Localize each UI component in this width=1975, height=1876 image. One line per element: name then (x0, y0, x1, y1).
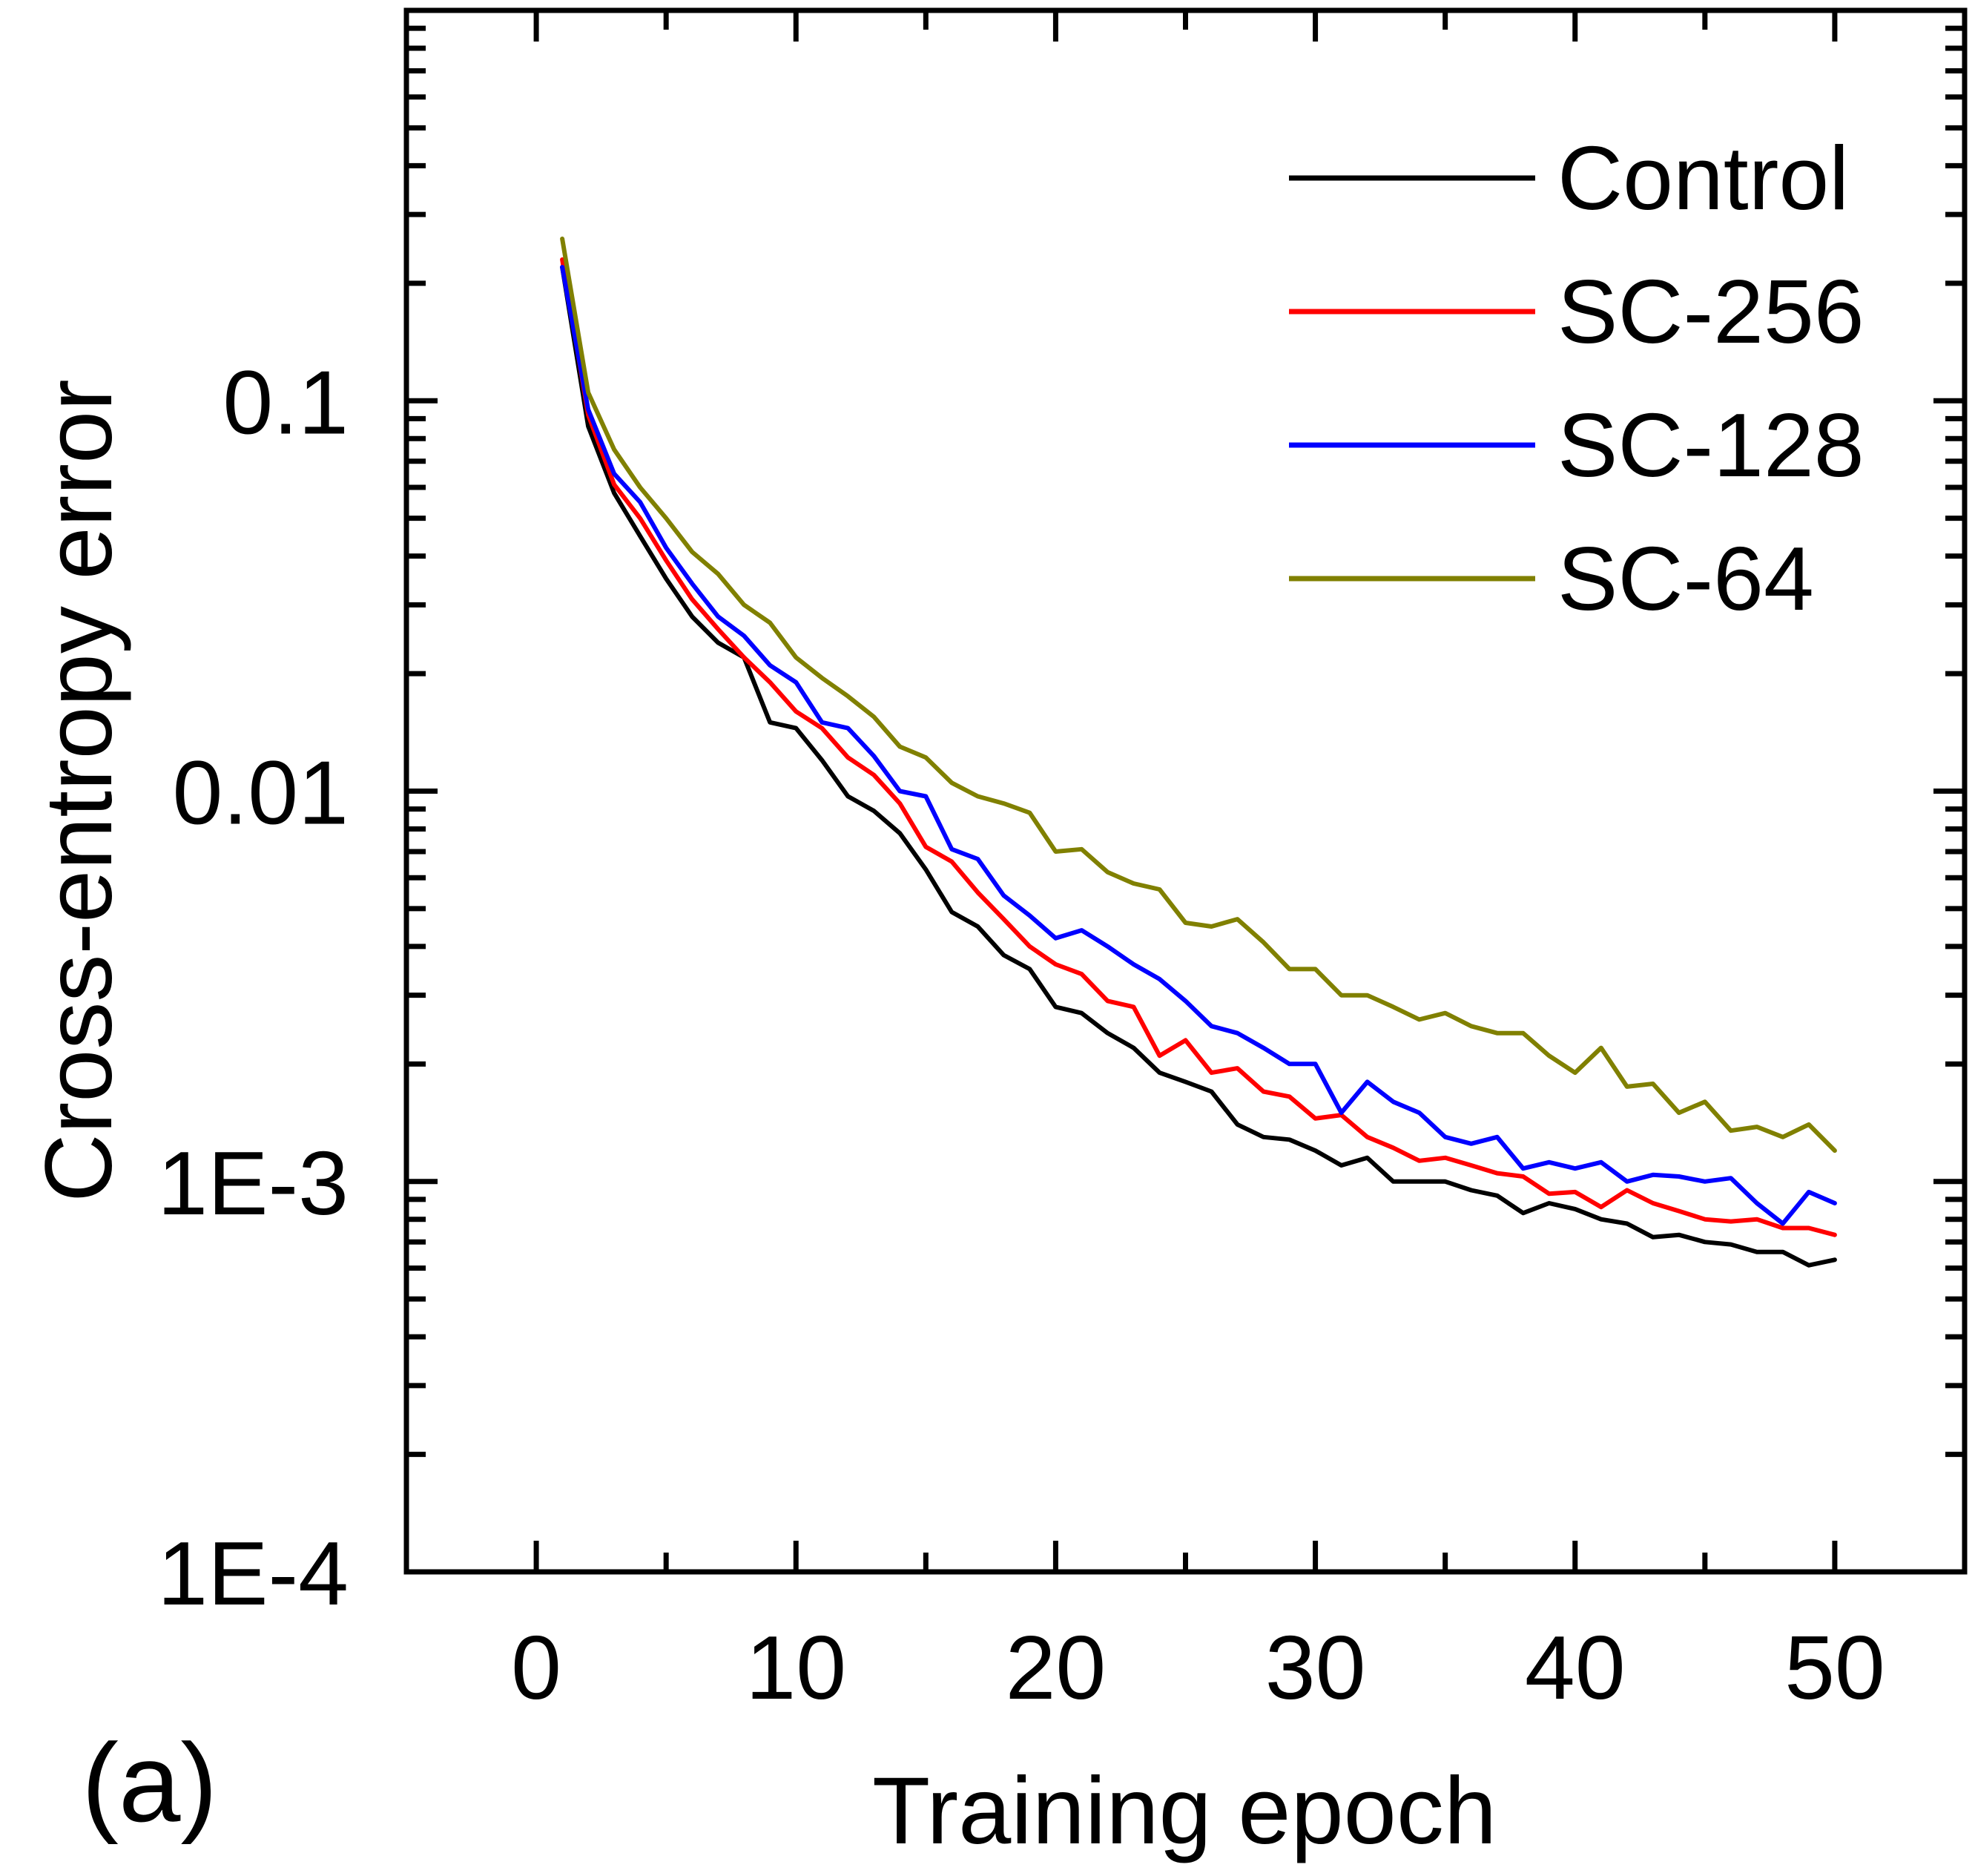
series-line-sc-256 (560, 257, 1837, 1237)
x-tick-label: 50 (1784, 1617, 1885, 1718)
legend-label-control: Control (1557, 128, 1849, 228)
legend: Control SC-256 SC-128 SC-64 (1289, 128, 1864, 629)
y-tick-label: 0.1 (222, 352, 349, 452)
x-tick-label: 10 (745, 1617, 846, 1718)
plot-frame (403, 7, 1968, 1575)
y-axis-ticks: 1E-4 1E-3 0.01 0.1 (157, 25, 1965, 1624)
x-axis-title: Training epoch (872, 1758, 1497, 1864)
chart-marks (560, 236, 1837, 1268)
x-axis-ticks: 0 10 20 30 40 50 (403, 10, 1968, 1718)
y-tick-label: 1E-3 (157, 1133, 349, 1234)
series-line-sc-128 (560, 265, 1837, 1226)
legend-label-sc-64: SC-64 (1557, 528, 1814, 629)
legend-label-sc-128: SC-128 (1557, 395, 1864, 496)
y-tick-label: 1E-4 (157, 1523, 349, 1624)
x-tick-label: 30 (1265, 1617, 1366, 1718)
panel-label: (a) (82, 1720, 217, 1845)
x-tick-label: 20 (1006, 1617, 1107, 1718)
y-axis-title: Cross-entropy error (26, 379, 132, 1202)
y-tick-label: 0.01 (173, 743, 349, 843)
series-line-sc-64 (560, 236, 1837, 1153)
legend-label-sc-256: SC-256 (1557, 261, 1864, 362)
series-line-control (560, 265, 1837, 1268)
x-tick-label: 40 (1525, 1617, 1626, 1718)
x-tick-label: 0 (511, 1617, 561, 1718)
